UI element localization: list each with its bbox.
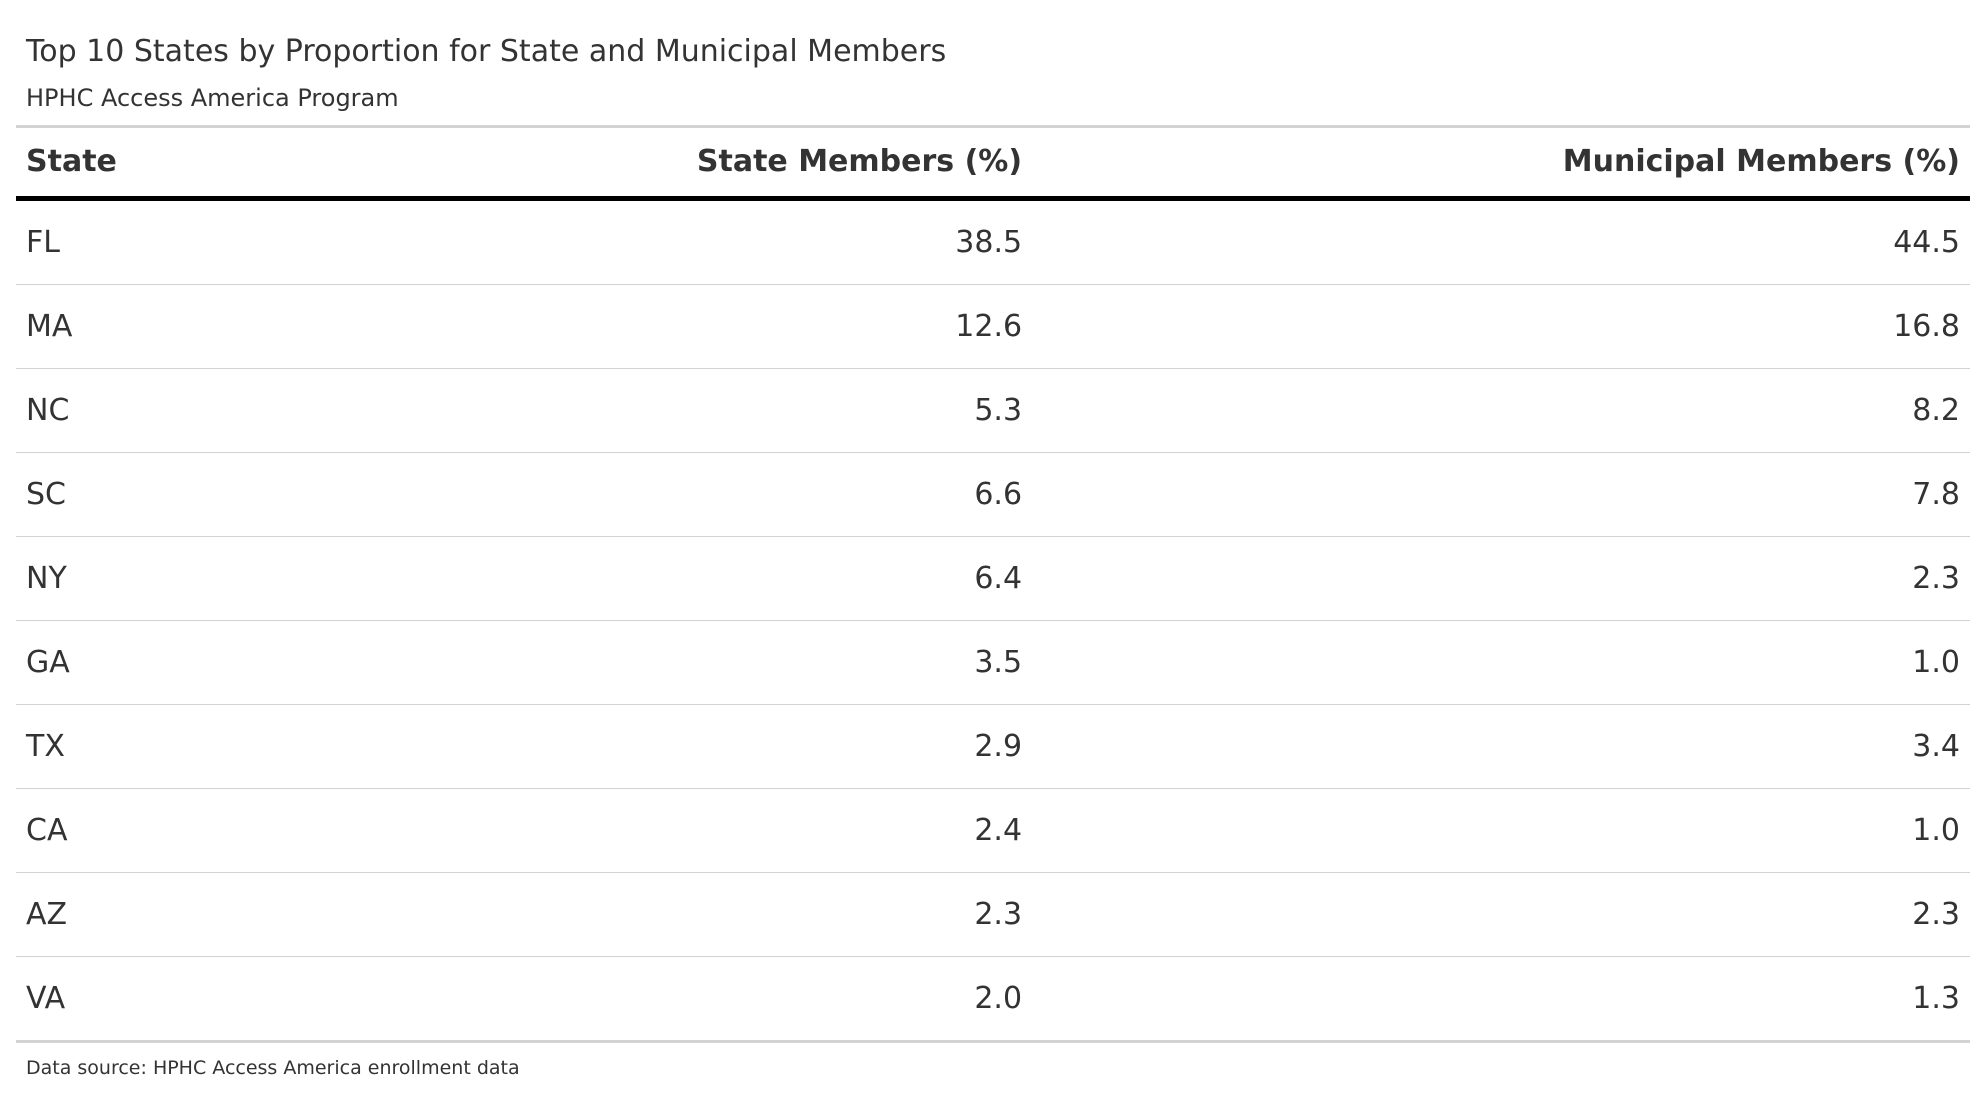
table-row: MA 12.6 16.8 — [16, 284, 1970, 368]
state-cell: FL — [16, 198, 661, 284]
table-row: SC 6.6 7.8 — [16, 452, 1970, 536]
municipal-members-cell: 1.0 — [1032, 788, 1970, 872]
column-header-municipal-members: Municipal Members (%) — [1032, 126, 1970, 198]
state-cell: MA — [16, 284, 661, 368]
municipal-members-cell: 44.5 — [1032, 198, 1970, 284]
municipal-members-cell: 1.0 — [1032, 620, 1970, 704]
column-header-state-members: State Members (%) — [661, 126, 1032, 198]
state-cell: NC — [16, 368, 661, 452]
state-members-cell: 12.6 — [661, 284, 1032, 368]
state-members-cell: 6.4 — [661, 536, 1032, 620]
state-cell: VA — [16, 956, 661, 1041]
state-members-cell: 2.9 — [661, 704, 1032, 788]
table-row: GA 3.5 1.0 — [16, 620, 1970, 704]
table-subtitle: HPHC Access America Program — [16, 84, 1970, 113]
table-body: FL 38.5 44.5 MA 12.6 16.8 NC 5.3 8.2 SC 6.6 7.8 NY 6.… — [16, 198, 1970, 1041]
state-cell: AZ — [16, 872, 661, 956]
municipal-members-cell: 7.8 — [1032, 452, 1970, 536]
municipal-members-cell: 16.8 — [1032, 284, 1970, 368]
table-row: NC 5.3 8.2 — [16, 368, 1970, 452]
state-cell: TX — [16, 704, 661, 788]
state-members-cell: 6.6 — [661, 452, 1032, 536]
municipal-members-cell: 3.4 — [1032, 704, 1970, 788]
table-row: NY 6.4 2.3 — [16, 536, 1970, 620]
table-row: TX 2.9 3.4 — [16, 704, 1970, 788]
municipal-members-cell: 1.3 — [1032, 956, 1970, 1041]
state-members-cell: 3.5 — [661, 620, 1032, 704]
state-cell: SC — [16, 452, 661, 536]
header-row: State State Members (%) Municipal Member… — [16, 126, 1970, 198]
source-note: Data source: HPHC Access America enrollm… — [16, 1057, 1970, 1079]
state-cell: NY — [16, 536, 661, 620]
table-title: Top 10 States by Proportion for State an… — [16, 34, 1970, 70]
municipal-members-cell: 2.3 — [1032, 536, 1970, 620]
table-row: VA 2.0 1.3 — [16, 956, 1970, 1041]
state-members-cell: 38.5 — [661, 198, 1032, 284]
column-header-state: State — [16, 126, 661, 198]
state-cell: CA — [16, 788, 661, 872]
table-row: CA 2.4 1.0 — [16, 788, 1970, 872]
state-members-cell: 2.0 — [661, 956, 1032, 1041]
table-row: AZ 2.3 2.3 — [16, 872, 1970, 956]
state-members-cell: 2.4 — [661, 788, 1032, 872]
table-container: Top 10 States by Proportion for State an… — [16, 22, 1970, 1079]
state-cell: GA — [16, 620, 661, 704]
municipal-members-cell: 2.3 — [1032, 872, 1970, 956]
state-members-cell: 2.3 — [661, 872, 1032, 956]
table-row: FL 38.5 44.5 — [16, 198, 1970, 284]
data-table: State State Members (%) Municipal Member… — [16, 125, 1970, 1043]
state-members-cell: 5.3 — [661, 368, 1032, 452]
municipal-members-cell: 8.2 — [1032, 368, 1970, 452]
